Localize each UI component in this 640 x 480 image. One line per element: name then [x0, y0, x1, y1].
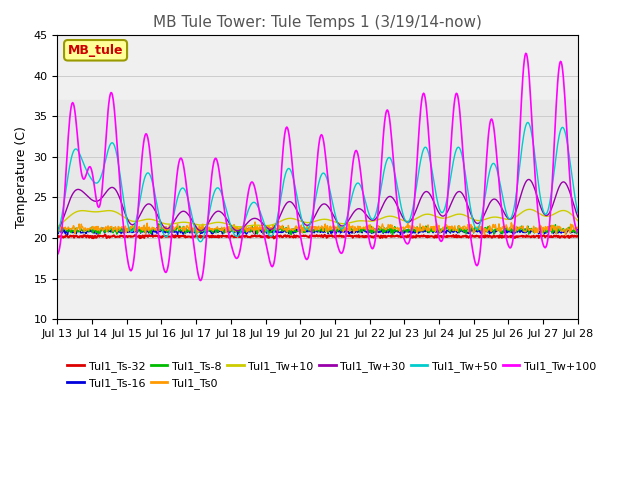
Tul1_Tw+30: [63, 205, 70, 211]
Tul1_Tw+100: [381, 114, 389, 120]
Tul1_Ts-8: [397, 226, 405, 232]
Tul1_Tw+100: [574, 230, 582, 236]
Tul1_Ts-16: [63, 228, 70, 234]
Tul1_Ts-8: [198, 225, 205, 231]
Tul1_Ts0: [562, 233, 570, 239]
Tul1_Tw+30: [54, 228, 61, 233]
Tul1_Ts-8: [382, 226, 390, 231]
Tul1_Tw+50: [574, 210, 582, 216]
Tul1_Ts-16: [471, 225, 479, 231]
Tul1_Ts0: [116, 226, 124, 231]
Tul1_Tw+100: [170, 213, 177, 219]
Tul1_Tw+100: [63, 156, 70, 161]
Tul1_Tw+10: [54, 224, 61, 229]
Tul1_Tw+10: [170, 221, 177, 227]
Tul1_Tw+50: [116, 174, 124, 180]
Tul1_Tw+50: [198, 239, 205, 244]
Tul1_Ts-32: [198, 233, 205, 239]
Tul1_Tw+30: [198, 228, 205, 234]
Tul1_Ts-32: [54, 234, 61, 240]
Tul1_Ts-8: [155, 221, 163, 227]
Tul1_Tw+100: [522, 50, 529, 56]
Tul1_Tw+10: [525, 206, 533, 212]
Tul1_Tw+10: [197, 222, 205, 228]
Tul1_Tw+10: [63, 216, 70, 222]
Tul1_Ts0: [397, 225, 404, 230]
Line: Tul1_Tw+10: Tul1_Tw+10: [58, 209, 578, 227]
Tul1_Ts-32: [117, 233, 125, 239]
Tul1_Ts-8: [54, 226, 61, 231]
Tul1_Ts0: [197, 224, 205, 230]
Tul1_Ts0: [63, 226, 70, 231]
Title: MB Tule Tower: Tule Temps 1 (3/19/14-now): MB Tule Tower: Tule Temps 1 (3/19/14-now…: [153, 15, 482, 30]
Tul1_Tw+50: [197, 239, 205, 245]
Tul1_Ts0: [170, 224, 177, 229]
Tul1_Ts-32: [382, 235, 390, 240]
Tul1_Ts-16: [170, 228, 178, 234]
Tul1_Tw+100: [198, 276, 205, 282]
Tul1_Tw+50: [54, 230, 61, 236]
Tul1_Tw+30: [170, 220, 177, 226]
Tul1_Tw+50: [397, 201, 404, 206]
Line: Tul1_Ts-8: Tul1_Ts-8: [58, 224, 578, 235]
Line: Tul1_Ts-16: Tul1_Ts-16: [58, 228, 578, 235]
Tul1_Ts-32: [63, 233, 70, 239]
Tul1_Tw+30: [197, 228, 205, 234]
Tul1_Ts0: [574, 224, 582, 230]
Tul1_Tw+30: [397, 210, 404, 216]
Tul1_Tw+10: [236, 224, 244, 230]
Tul1_Ts-16: [54, 229, 61, 235]
Tul1_Tw+50: [63, 181, 70, 187]
Tul1_Tw+100: [116, 188, 124, 194]
Line: Tul1_Tw+30: Tul1_Tw+30: [58, 180, 578, 231]
Tul1_Ts-16: [574, 228, 582, 233]
Tul1_Ts-32: [170, 233, 178, 239]
Tul1_Tw+30: [116, 197, 124, 203]
Tul1_Tw+50: [381, 162, 389, 168]
Tul1_Ts-8: [170, 228, 178, 233]
Tul1_Tw+10: [116, 212, 124, 217]
Tul1_Ts-8: [574, 228, 582, 233]
Tul1_Ts0: [251, 219, 259, 225]
Line: Tul1_Ts-32: Tul1_Ts-32: [58, 235, 578, 239]
Y-axis label: Temperature (C): Temperature (C): [15, 126, 28, 228]
Tul1_Tw+10: [397, 216, 404, 222]
Line: Tul1_Tw+50: Tul1_Tw+50: [58, 122, 578, 242]
Tul1_Ts-16: [117, 230, 125, 236]
Legend: Tul1_Ts-32, Tul1_Ts-16, Tul1_Ts-8, Tul1_Ts0, Tul1_Tw+10, Tul1_Tw+30, Tul1_Tw+50,: Tul1_Ts-32, Tul1_Ts-16, Tul1_Ts-8, Tul1_…: [63, 357, 600, 393]
Tul1_Tw+30: [525, 177, 532, 182]
Tul1_Ts-16: [397, 232, 404, 238]
Tul1_Tw+50: [524, 120, 532, 125]
Tul1_Ts-32: [397, 234, 405, 240]
Tul1_Tw+50: [170, 214, 177, 220]
Tul1_Tw+100: [397, 223, 404, 229]
Tul1_Tw+10: [381, 214, 389, 220]
Tul1_Tw+100: [54, 252, 61, 257]
Tul1_Ts0: [381, 227, 389, 232]
Tul1_Ts-8: [116, 229, 124, 235]
Tul1_Ts-16: [198, 229, 205, 235]
Tul1_Ts-32: [101, 232, 109, 238]
Line: Tul1_Ts0: Tul1_Ts0: [58, 222, 578, 236]
Tul1_Ts-8: [63, 228, 70, 234]
Tul1_Ts-16: [64, 232, 72, 238]
Tul1_Ts-32: [270, 236, 278, 241]
Tul1_Tw+100: [197, 277, 205, 283]
Bar: [58, 100, 578, 238]
Tul1_Tw+30: [381, 198, 389, 204]
Tul1_Ts-8: [287, 232, 295, 238]
Tul1_Tw+10: [574, 218, 582, 224]
Tul1_Tw+30: [574, 214, 582, 220]
Tul1_Ts0: [54, 225, 61, 230]
Tul1_Ts-16: [381, 229, 389, 235]
Text: MB_tule: MB_tule: [68, 44, 124, 57]
Tul1_Ts-32: [574, 233, 582, 239]
Line: Tul1_Tw+100: Tul1_Tw+100: [58, 53, 578, 280]
